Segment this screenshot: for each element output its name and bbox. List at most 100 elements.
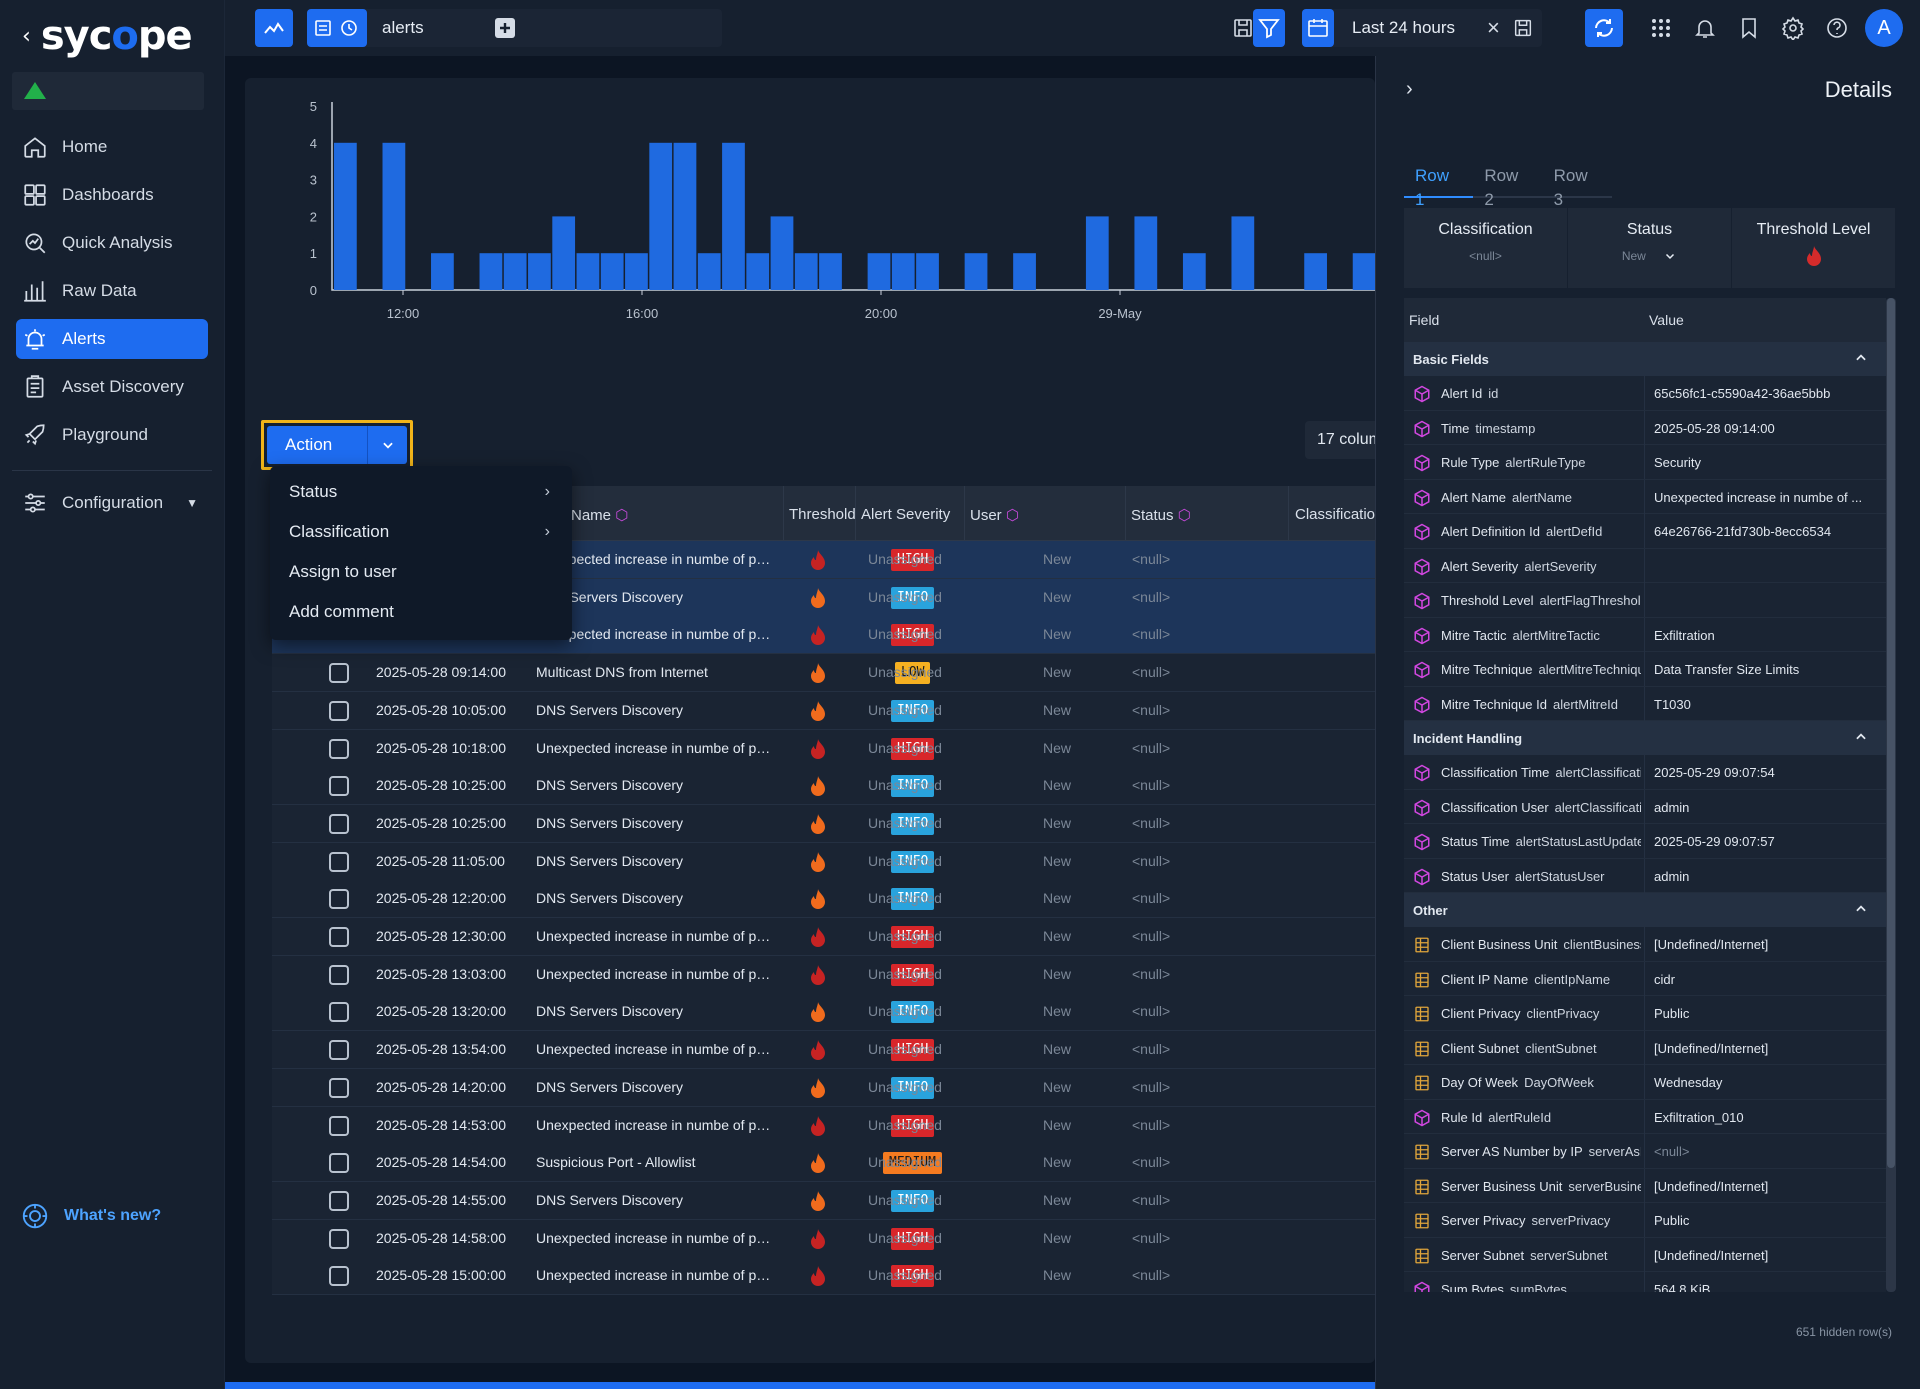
field-row[interactable]: Alert Id id 65c56fc1-c5590a42-36ae5bbb (1404, 376, 1886, 411)
collapse-panel-chevron-icon[interactable]: › (1406, 78, 1413, 100)
row-checkbox[interactable] (329, 776, 349, 797)
field-row[interactable]: Server AS Number by IPserverAsNumber <nu… (1404, 1134, 1886, 1169)
tab-row-1[interactable]: Row 1 (1404, 164, 1474, 209)
field-row[interactable]: Client IP Name clientIpName cidr (1404, 961, 1886, 996)
table-row[interactable]: 2025-05-28 12:30:00 Unexpected increase … (272, 918, 1375, 956)
sidebar-item-asset-discovery[interactable]: Asset Discovery (16, 367, 208, 407)
analytics-button[interactable] (255, 9, 293, 47)
filter-button[interactable] (1253, 9, 1285, 47)
histogram-bar[interactable] (1182, 253, 1206, 290)
row-checkbox[interactable] (329, 1266, 349, 1287)
field-row[interactable]: Rule Type alertRuleType Security (1404, 445, 1886, 480)
table-row[interactable]: 2025-05-28 14:55:00 DNS Servers Discover… (272, 1181, 1375, 1220)
columns-button[interactable]: 17 colum (1305, 421, 1375, 459)
field-row[interactable]: Rule Id alertRuleId Exfiltration_010 (1404, 1099, 1886, 1134)
query-type-button[interactable] (307, 9, 367, 47)
tab-row-2[interactable]: Row 2 (1484, 166, 1519, 209)
field-row[interactable]: Time timestamp 2025-05-28 09:14:00 (1404, 410, 1886, 445)
add-query-button[interactable] (485, 9, 525, 47)
field-row[interactable]: Server Privacy serverPrivacy Public (1404, 1203, 1886, 1238)
histogram-bar[interactable] (722, 142, 745, 290)
field-row[interactable]: Sum Bytes sumBytes 564.8 KiB (1404, 1272, 1886, 1292)
fields-scrollbar-thumb[interactable] (1887, 298, 1895, 1168)
histogram-bar[interactable] (649, 142, 673, 290)
histogram-bar[interactable] (503, 253, 527, 290)
histogram-bar[interactable] (552, 216, 576, 290)
field-row[interactable]: Client Subnet clientSubnet [Undefined/Int… (1404, 1030, 1886, 1065)
histogram-bar[interactable] (334, 142, 357, 290)
row-checkbox[interactable] (329, 927, 349, 947)
row-checkbox[interactable] (329, 700, 349, 721)
histogram-bar[interactable] (867, 253, 891, 290)
table-row[interactable]: 2025-05-28 14:58:00 Unexpected increase … (272, 1219, 1375, 1258)
summary-classification[interactable]: Classification <null> (1404, 208, 1568, 288)
histogram-bar[interactable] (528, 253, 551, 290)
table-row[interactable]: 2025-05-28 09:14:00 Multicast DNS from I… (272, 654, 1375, 693)
collapse-chevron-icon[interactable]: ‹ (22, 23, 31, 49)
histogram-bar[interactable] (794, 253, 818, 290)
action-dropdown-toggle[interactable] (367, 426, 407, 464)
field-row[interactable]: Client Privacy clientPrivacy Public (1404, 996, 1886, 1031)
section-header[interactable]: Incident Handling (1404, 721, 1886, 755)
table-row[interactable]: 2025-05-28 12:20:00 DNS Servers Discover… (272, 880, 1375, 919)
histogram-bar[interactable] (916, 253, 939, 290)
field-row[interactable]: Mitre Tactic alertMitreTactic Exfiltratio… (1404, 617, 1886, 652)
field-row[interactable]: Alert Definition Id alertDefId 64e26766-2… (1404, 514, 1886, 549)
section-header[interactable]: Other (1404, 893, 1886, 927)
field-row[interactable]: Server Subnet serverSubnet [Undefined/Int… (1404, 1237, 1886, 1272)
table-row[interactable]: 2025-05-28 10:25:00 DNS Servers Discover… (272, 804, 1375, 843)
sidebar-item-alerts[interactable]: Alerts (16, 319, 208, 359)
histogram-bar[interactable] (382, 142, 406, 290)
row-checkbox[interactable] (329, 1077, 349, 1098)
table-row[interactable]: 2025-05-28 10:25:00 DNS Servers Discover… (272, 767, 1375, 806)
histogram-bar[interactable] (431, 253, 454, 290)
refresh-button[interactable] (1585, 9, 1623, 47)
menu-item-assign-user[interactable]: Assign to user (289, 562, 397, 581)
row-checkbox[interactable] (329, 1002, 349, 1023)
row-checkbox[interactable] (329, 1228, 349, 1249)
histogram-bar[interactable] (1085, 216, 1109, 290)
action-button[interactable]: Action (267, 426, 407, 464)
sidebar-item-dashboards[interactable]: Dashboards (16, 175, 208, 215)
section-header[interactable]: Basic Fields (1404, 342, 1886, 376)
menu-item-classification[interactable]: Classification › (289, 522, 550, 541)
sidebar-item-home[interactable]: Home (16, 127, 208, 167)
row-checkbox[interactable] (329, 889, 349, 910)
histogram-bar[interactable] (746, 253, 770, 290)
field-row[interactable]: Classification UseralertClassificationUs… (1404, 789, 1886, 824)
row-checkbox[interactable] (329, 738, 349, 759)
notifications-button[interactable] (1687, 9, 1723, 47)
field-row[interactable]: Day Of Week DayOfWeek Wednesday (1404, 1065, 1886, 1100)
field-row[interactable]: Mitre Technique alertMitreTechnique Data … (1404, 652, 1886, 687)
header-user[interactable]: User ⬡ (970, 507, 1019, 524)
field-row[interactable]: Client Business UnitclientBusinessUnit [… (1404, 927, 1886, 962)
table-row[interactable]: 2025-05-28 15:00:00 Unexpected increase … (272, 1257, 1375, 1296)
time-range-picker[interactable]: Last 24 hours × (1302, 9, 1542, 47)
field-row[interactable]: Threshold Level alertFlagThreshold (1404, 583, 1886, 618)
row-checkbox[interactable] (329, 1115, 349, 1136)
table-row[interactable]: 2025-05-28 14:54:00 Suspicious Port - Al… (272, 1144, 1375, 1183)
sidebar-item-quick-analysis[interactable]: Quick Analysis (16, 223, 208, 263)
row-checkbox[interactable] (329, 813, 349, 834)
field-row[interactable]: Status Time alertStatusLastUpdate 2025-05… (1404, 824, 1886, 859)
settings-button[interactable] (1775, 9, 1811, 47)
table-row[interactable]: 2025-05-28 13:03:00 Unexpected increase … (272, 955, 1375, 994)
table-row[interactable]: 2025-05-28 13:20:00 DNS Servers Discover… (272, 993, 1375, 1032)
field-row[interactable]: Mitre Technique Id alertMitreId T1030 (1404, 686, 1886, 721)
histogram-bar[interactable] (673, 142, 697, 290)
table-row[interactable]: 2025-05-28 13:54:00 Unexpected increase … (272, 1031, 1375, 1070)
histogram-bar[interactable] (1304, 253, 1327, 290)
histogram-bar[interactable] (625, 253, 648, 290)
logo[interactable]: ‹ sycope (22, 13, 193, 59)
sidebar-item-configuration[interactable]: Configuration ▼ (16, 483, 208, 523)
histogram-bar[interactable] (1013, 253, 1036, 290)
histogram-bar[interactable] (819, 253, 842, 290)
histogram-bar[interactable] (479, 253, 503, 290)
histogram-bar[interactable] (891, 253, 915, 290)
header-alert-severity[interactable]: Alert Severity (861, 506, 951, 523)
row-checkbox[interactable] (329, 1040, 349, 1061)
histogram-bar[interactable] (1134, 216, 1158, 290)
header-name[interactable]: Name ⬡ (571, 507, 629, 524)
histogram-bar[interactable] (770, 216, 794, 290)
